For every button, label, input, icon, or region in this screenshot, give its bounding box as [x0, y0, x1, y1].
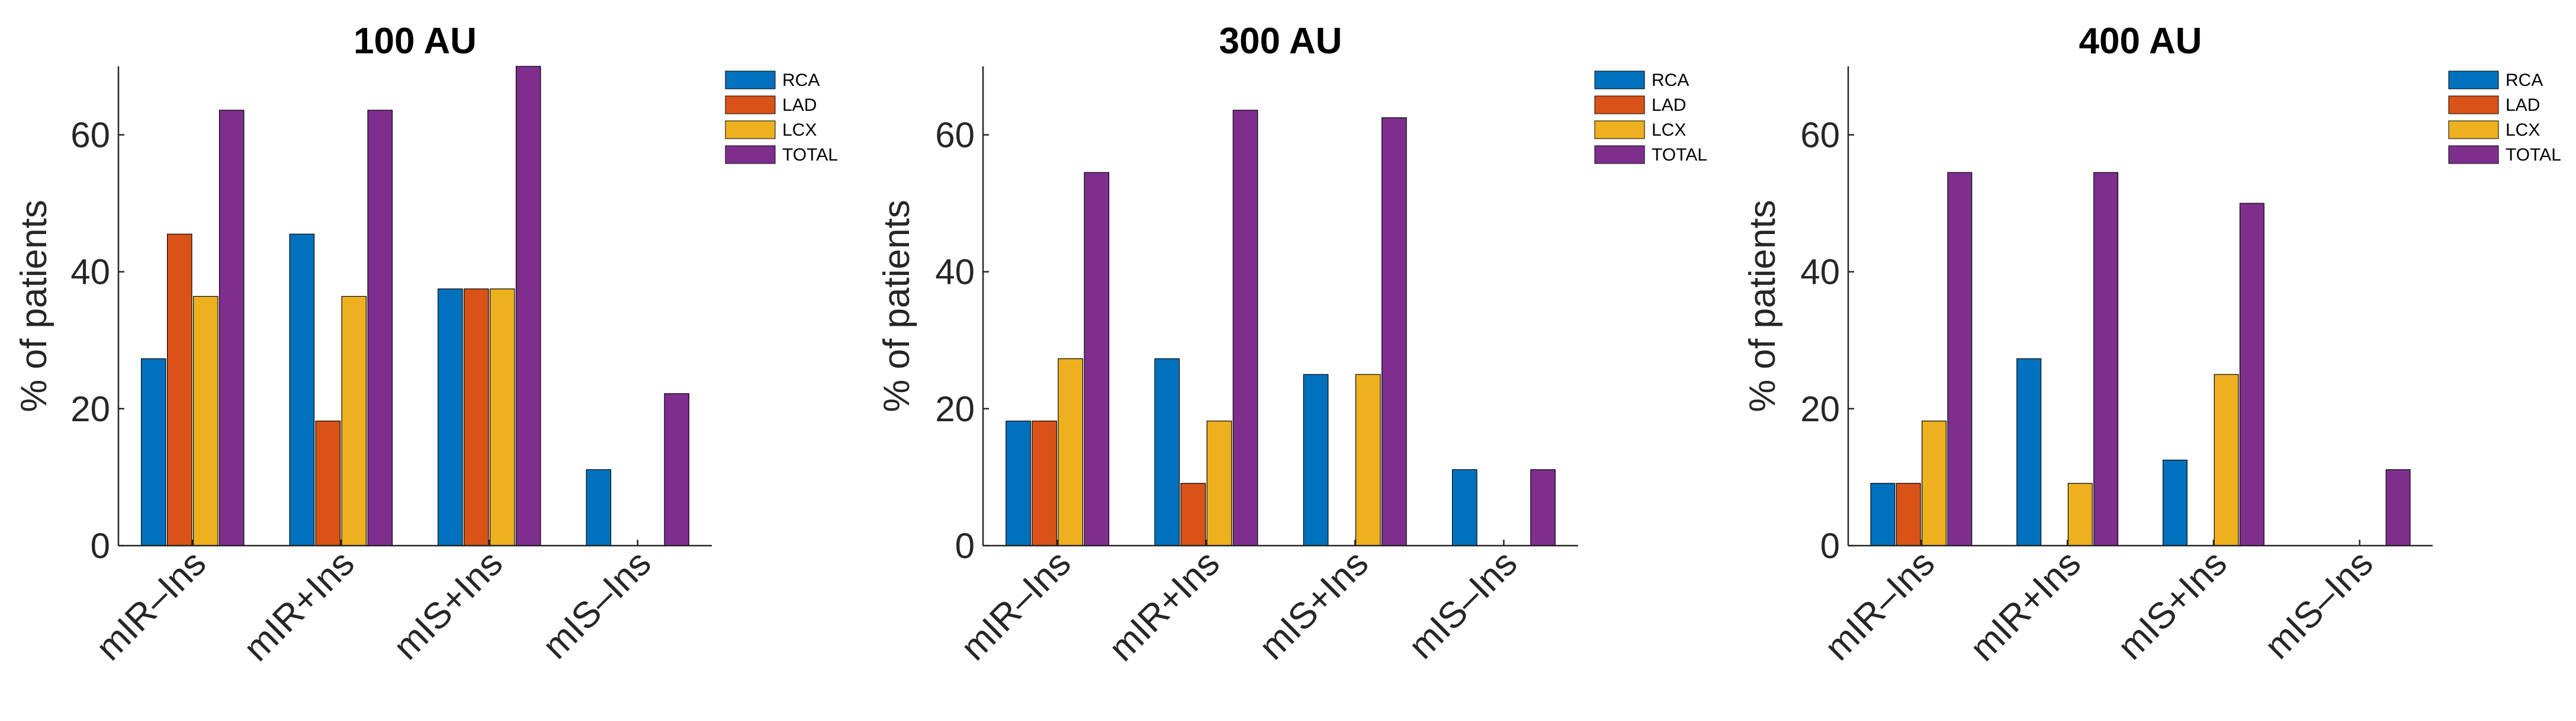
y-tick-label: 0	[91, 526, 110, 566]
legend-label-lad: LAD	[782, 95, 817, 115]
bar-lad-1	[167, 233, 192, 546]
bar-lcx-3	[1355, 374, 1381, 546]
y-axis-label: % of patients	[1742, 200, 1783, 412]
legend-swatch-lad	[725, 95, 776, 114]
bar-lcx-2	[341, 296, 367, 546]
legend-swatch-total	[1594, 145, 1645, 164]
bar-lcx-1	[1922, 421, 1947, 546]
y-tick-label: 60	[70, 116, 110, 155]
x-tick-label: mIR+Ins	[236, 543, 362, 669]
bar-total-4	[1530, 469, 1556, 546]
bar-total-1	[1947, 172, 1973, 546]
legend-swatch-lcx	[725, 120, 776, 139]
x-tick-label: mIS–Ins	[2257, 543, 2381, 667]
legend-label-total: TOTAL	[782, 145, 838, 165]
legend: RCA LAD LCX TOTAL	[1594, 71, 1707, 165]
legend-swatch-total	[725, 145, 776, 164]
legend-swatch-lcx	[1594, 120, 1645, 139]
y-tick-label: 60	[1800, 116, 1840, 155]
x-tick-label: mIS–Ins	[535, 543, 659, 667]
legend-label-lad: LAD	[1652, 95, 1686, 115]
y-axis-label: % of patients	[876, 200, 917, 412]
y-tick-label: 0	[955, 526, 975, 566]
bar-lcx-2	[1206, 421, 1232, 546]
bar-rca-2	[289, 233, 315, 546]
y-tick-label: 40	[70, 252, 110, 292]
x-tick-label: mIS–Ins	[1401, 543, 1525, 667]
bar-total-4	[664, 393, 689, 546]
x-tick-label: mIS+Ins	[1251, 543, 1376, 668]
x-tick-label: mIR+Ins	[1962, 543, 2089, 669]
bar-total-2	[1232, 110, 1258, 546]
legend-swatch-lad	[2448, 95, 2499, 114]
y-tick-label: 0	[1820, 526, 1840, 566]
bar-total-4	[2385, 469, 2411, 546]
bar-rca-3	[1303, 374, 1329, 546]
bar-lcx-2	[2067, 483, 2093, 546]
bar-rca-2	[2016, 358, 2042, 546]
bar-rca-4	[586, 469, 612, 546]
bar-total-1	[1084, 172, 1110, 546]
y-tick-label: 20	[1800, 389, 1840, 429]
bar-rca-2	[1154, 358, 1180, 546]
bar-rca-1	[141, 358, 166, 546]
x-tick-label: mIS+Ins	[386, 543, 510, 668]
legend-label-lcx: LCX	[1652, 120, 1686, 140]
y-tick-label: 20	[70, 389, 110, 429]
bar-total-3	[1381, 117, 1407, 546]
legend-label-lad: LAD	[2506, 95, 2540, 115]
bar-rca-1	[1006, 421, 1031, 546]
legend-label-total: TOTAL	[1652, 145, 1707, 165]
bar-rca-4	[1451, 469, 1477, 546]
bar-rca-3	[2162, 459, 2188, 546]
legend-label-total: TOTAL	[2506, 145, 2561, 165]
x-tick-label: mIR+Ins	[1101, 543, 1228, 669]
legend-swatch-lad	[1594, 95, 1645, 114]
y-tick-label: 40	[935, 252, 975, 292]
legend-swatch-rca	[2448, 71, 2499, 89]
chart-title: 400 AU	[2079, 21, 2202, 62]
legend-label-rca: RCA	[782, 71, 820, 90]
chart-title: 300 AU	[1219, 21, 1342, 62]
legend-label-rca: RCA	[2506, 71, 2543, 90]
bar-lad-2	[1180, 483, 1206, 546]
bar-total-3	[2239, 203, 2265, 546]
y-tick-label: 60	[935, 116, 975, 155]
y-tick-label: 40	[1800, 252, 1840, 292]
legend-label-lcx: LCX	[782, 120, 817, 140]
bar-total-3	[515, 66, 541, 546]
bar-lad-2	[315, 421, 341, 546]
bar-lcx-3	[2214, 374, 2239, 546]
bar-rca-1	[1870, 483, 1896, 546]
y-axis-label: % of patients	[14, 200, 54, 412]
x-tick-label: mIS+Ins	[2110, 543, 2235, 668]
bar-lad-3	[463, 289, 489, 546]
bar-total-2	[367, 110, 393, 546]
bar-total-2	[2093, 172, 2119, 546]
chart-title: 100 AU	[354, 21, 477, 62]
bar-lcx-1	[192, 296, 219, 546]
y-tick-label: 20	[935, 389, 975, 429]
bar-lad-1	[1032, 421, 1057, 546]
bar-lcx-3	[489, 289, 515, 546]
bar-lcx-1	[1058, 358, 1083, 546]
bar-rca-3	[438, 289, 463, 546]
legend-swatch-total	[2448, 145, 2499, 164]
legend-swatch-lcx	[2448, 120, 2499, 139]
legend: RCA LAD LCX TOTAL	[725, 71, 838, 165]
legend: RCA LAD LCX TOTAL	[2448, 71, 2561, 165]
legend-swatch-rca	[1594, 71, 1645, 89]
bar-total-1	[219, 110, 245, 546]
legend-swatch-rca	[725, 71, 776, 89]
legend-label-lcx: LCX	[2506, 120, 2540, 140]
legend-label-rca: RCA	[1652, 71, 1689, 90]
bar-lad-1	[1896, 483, 1921, 546]
